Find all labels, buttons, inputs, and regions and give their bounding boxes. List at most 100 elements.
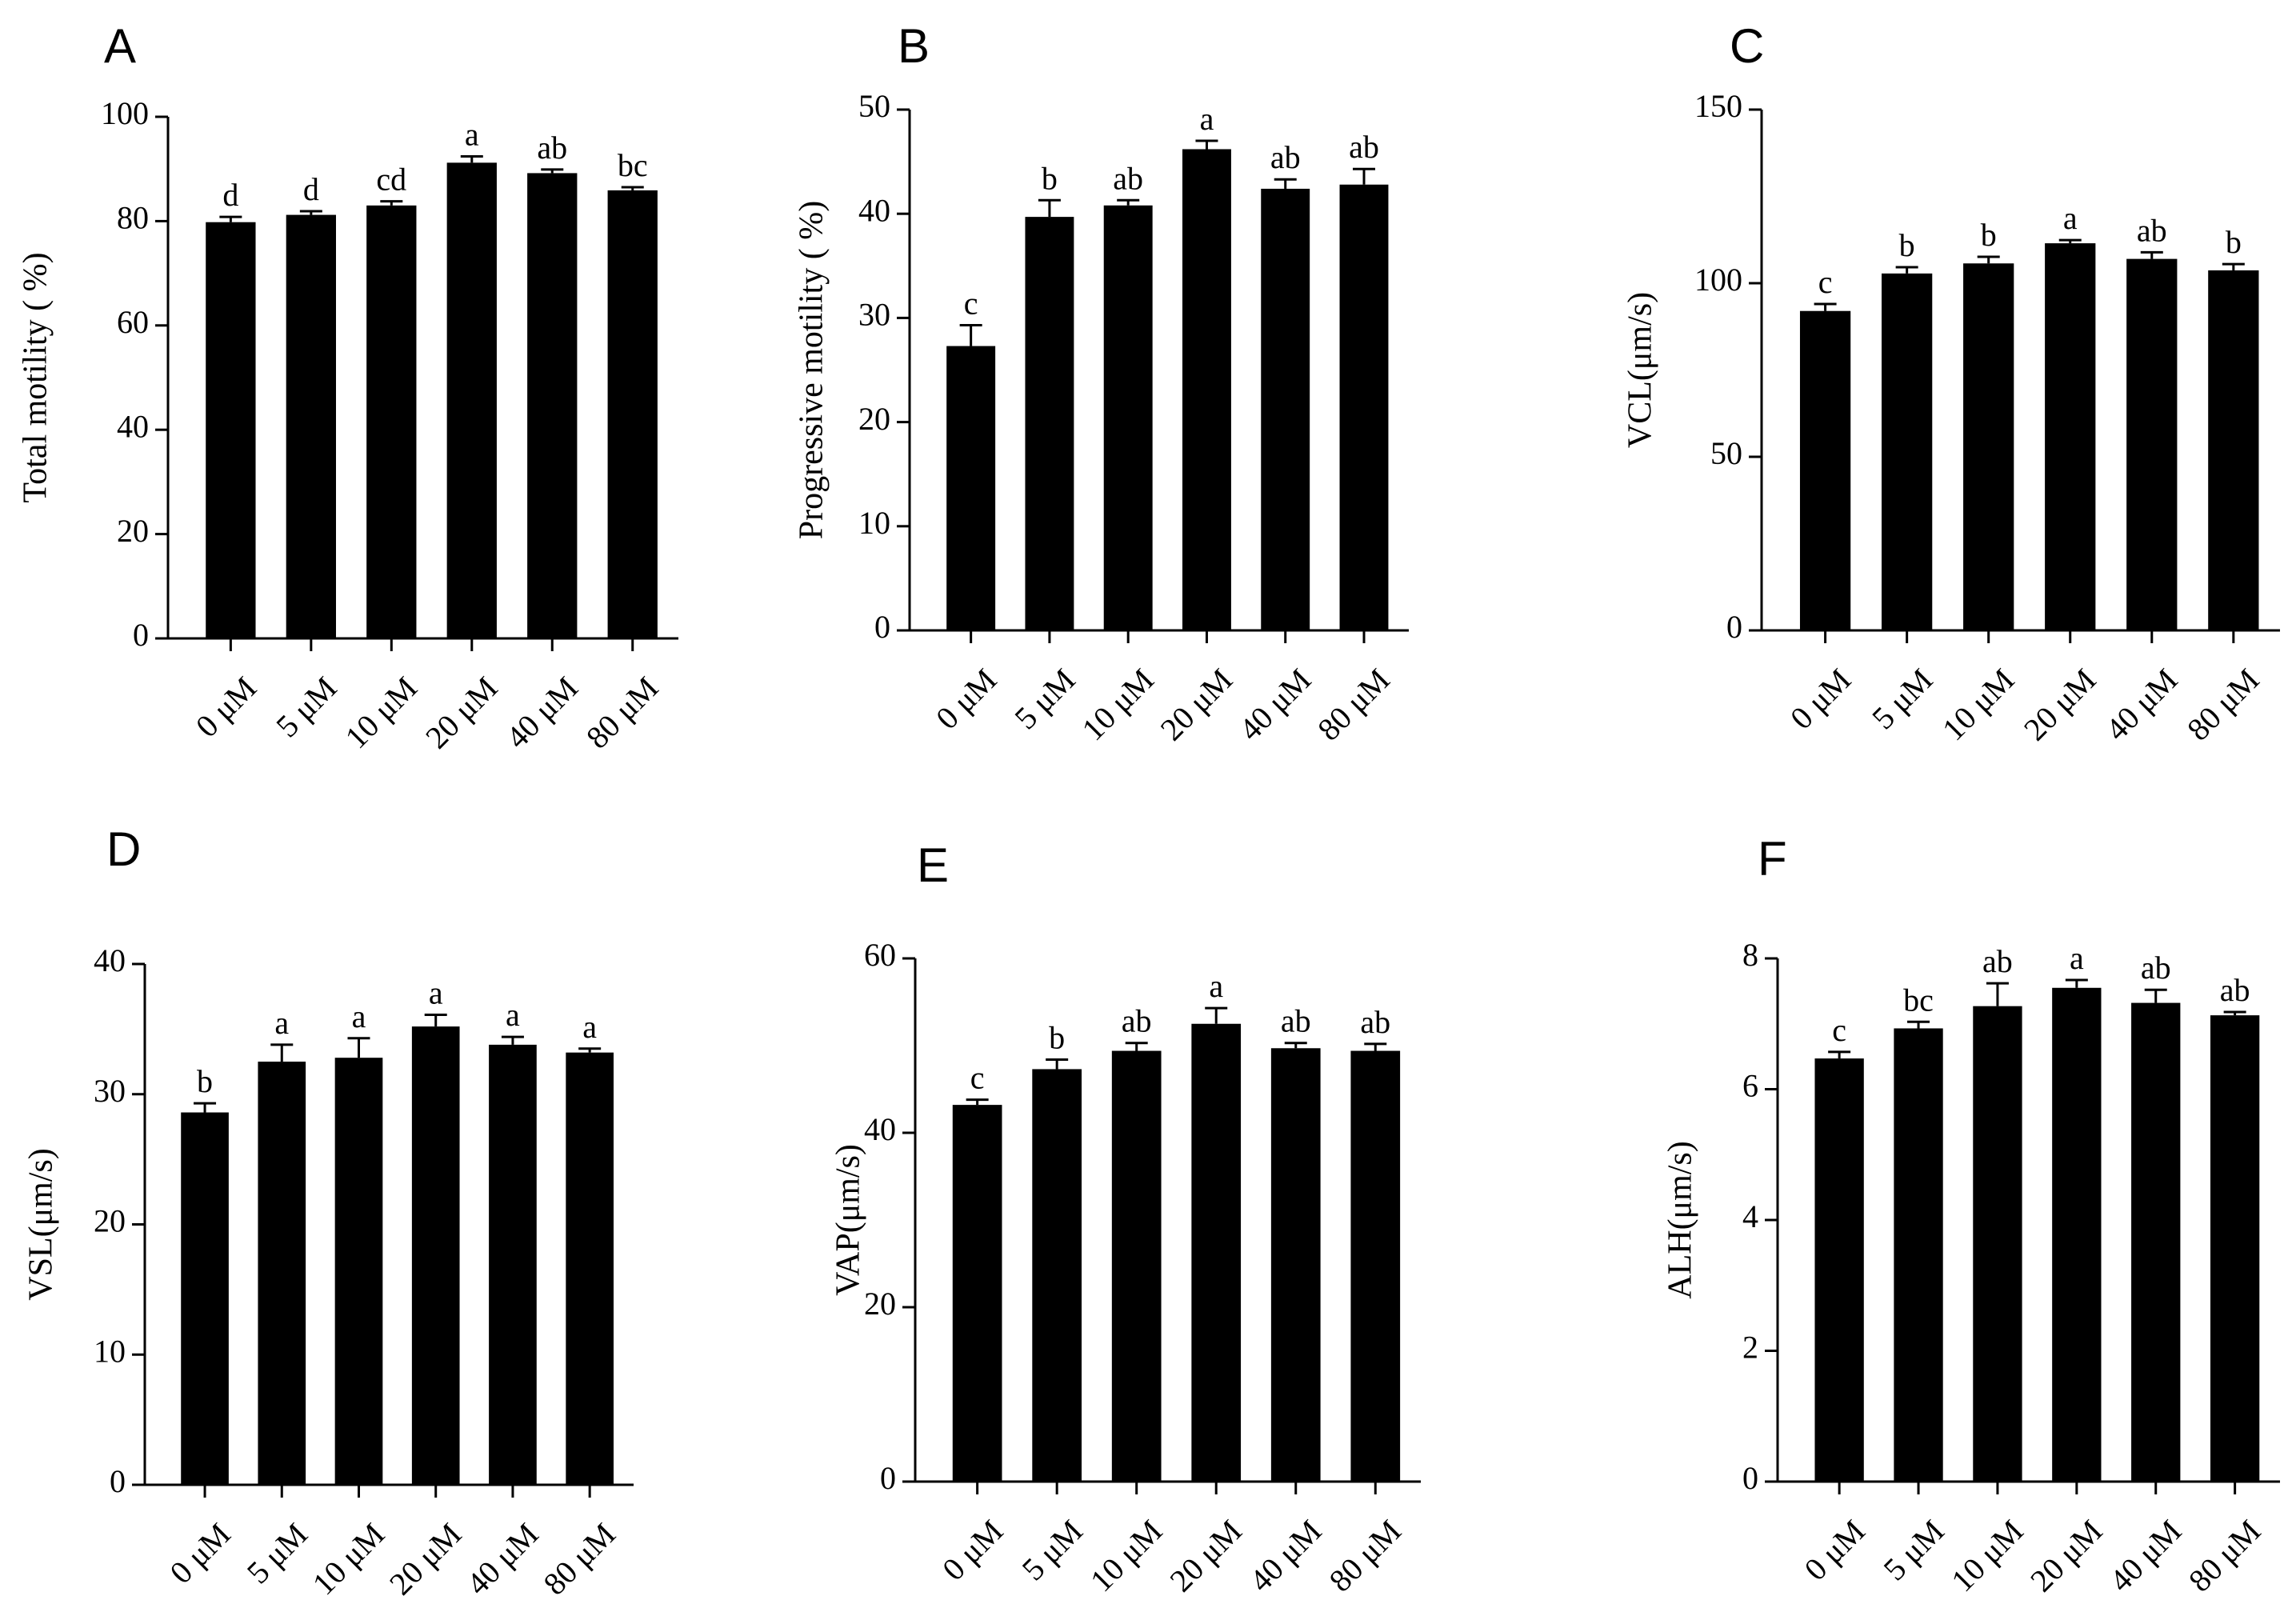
- bar: [527, 173, 578, 638]
- x-category-label: 40 μM: [2098, 662, 2184, 747]
- significance-label: b: [197, 1063, 213, 1099]
- bar: [1103, 205, 1153, 630]
- x-category-label: 0 μM: [189, 670, 263, 744]
- y-tick-label: 80: [117, 200, 149, 236]
- x-category-label: 40 μM: [1232, 662, 1318, 747]
- x-category-label: 80 μM: [536, 1516, 622, 1602]
- x-category-label: 10 μM: [1944, 1513, 2030, 1598]
- y-tick-label: 0: [110, 1463, 126, 1499]
- bar: [1799, 310, 1851, 630]
- panel-letter: C: [1730, 19, 1764, 73]
- significance-label: a: [582, 1009, 597, 1045]
- bar: [181, 1112, 229, 1485]
- y-tick-label: 8: [1742, 937, 1758, 973]
- chart-panel-c: C 0 50 100 150 VCL(μm/s) c 0 μM b 5 μM b 10 μM a 20 μ…: [1622, 19, 2280, 747]
- y-tick-label: 60: [864, 937, 896, 973]
- bar: [1882, 273, 1933, 630]
- bar: [2210, 1015, 2260, 1482]
- significance-label: bc: [1903, 982, 1934, 1018]
- significance-label: ab: [2137, 212, 2167, 248]
- significance-label: ab: [1270, 139, 1301, 175]
- x-category-label: 20 μM: [382, 1516, 468, 1602]
- bar: [2208, 270, 2259, 630]
- y-tick-label: 10: [94, 1333, 126, 1369]
- significance-label: a: [2070, 940, 2084, 976]
- significance-label: c: [1832, 1012, 1846, 1048]
- y-tick-label: 2: [1742, 1330, 1758, 1366]
- bar: [1339, 184, 1389, 630]
- bar: [952, 1105, 1002, 1482]
- significance-label: a: [352, 998, 366, 1034]
- chart-panel-e: E 0 20 40 60 VAP(μm/s) c 0 μM b 5 μM ab 10 μM a 20 μM…: [830, 838, 1421, 1598]
- significance-label: c: [964, 286, 978, 322]
- significance-label: a: [1200, 101, 1214, 137]
- bar: [334, 1058, 383, 1485]
- chart-panel-f: F 0 2 4 6 8 ALH(μm/s) c 0 μM bc 5 μM ab 10 μM a 20 μM a…: [1662, 832, 2280, 1598]
- y-axis-title: Total motility ( %): [18, 252, 54, 502]
- x-category-label: 5 μM: [1876, 1513, 1950, 1587]
- y-tick-label: 0: [880, 1460, 896, 1496]
- y-tick-label: 150: [1694, 88, 1742, 124]
- bar: [2045, 243, 2096, 630]
- bar: [1814, 1058, 1864, 1482]
- significance-label: a: [274, 1005, 289, 1041]
- y-tick-label: 20: [94, 1203, 126, 1239]
- y-tick-label: 0: [1742, 1460, 1758, 1496]
- x-category-label: 20 μM: [1154, 662, 1239, 747]
- significance-label: d: [222, 177, 238, 213]
- chart-panel-b: B 0 10 20 30 40 50 Progressive motility ( %) c 0 …: [794, 19, 1409, 747]
- bar: [607, 190, 658, 638]
- panel-letter: B: [898, 19, 930, 73]
- x-category-label: 10 μM: [1074, 662, 1160, 747]
- x-category-label: 0 μM: [1783, 662, 1858, 736]
- x-category-label: 20 μM: [418, 670, 504, 755]
- y-tick-label: 60: [117, 304, 149, 340]
- bar: [366, 205, 417, 639]
- x-category-label: 80 μM: [579, 670, 665, 755]
- bar: [258, 1062, 306, 1485]
- significance-label: a: [1209, 968, 1223, 1004]
- x-category-label: 40 μM: [2102, 1513, 2188, 1598]
- significance-label: a: [2063, 200, 2078, 236]
- bar: [1032, 1069, 1082, 1482]
- x-category-label: 5 μM: [1007, 662, 1082, 736]
- bar: [2126, 258, 2178, 630]
- y-tick-label: 40: [94, 942, 126, 978]
- bar: [1350, 1050, 1401, 1482]
- x-category-label: 80 μM: [1310, 662, 1396, 747]
- x-category-label: 10 μM: [338, 670, 424, 755]
- y-tick-label: 6: [1742, 1068, 1758, 1104]
- y-axis-title: VAP(μm/s): [830, 1144, 867, 1296]
- y-tick-label: 0: [1726, 609, 1742, 645]
- significance-label: d: [303, 171, 319, 207]
- bar: [1261, 188, 1310, 630]
- y-tick-label: 100: [1694, 262, 1742, 298]
- significance-label: c: [1818, 264, 1833, 300]
- x-category-label: 80 μM: [2180, 662, 2266, 747]
- bar: [286, 214, 336, 638]
- y-tick-label: 20: [117, 513, 149, 549]
- x-category-label: 5 μM: [240, 1516, 314, 1590]
- y-tick-label: 100: [101, 95, 149, 131]
- x-category-label: 20 μM: [2023, 1513, 2109, 1598]
- y-tick-label: 30: [858, 297, 890, 333]
- significance-label: ab: [1122, 1003, 1152, 1039]
- bar: [1191, 1023, 1242, 1482]
- bar: [2052, 987, 2102, 1482]
- chart-panel-a: A 0 20 40 60 80 100 Total motility ( %) d 0 μM d 5 …: [18, 19, 678, 755]
- significance-label: bc: [618, 147, 648, 183]
- x-category-label: 0 μM: [935, 1513, 1010, 1587]
- significance-label: ab: [1360, 1004, 1390, 1040]
- significance-label: c: [970, 1060, 985, 1096]
- panel-letter: D: [106, 822, 141, 876]
- x-category-label: 10 μM: [306, 1516, 391, 1602]
- y-tick-label: 0: [133, 617, 149, 653]
- y-tick-label: 40: [858, 192, 890, 228]
- x-category-label: 0 μM: [1798, 1513, 1872, 1587]
- significance-label: b: [1049, 1019, 1065, 1055]
- y-tick-label: 50: [858, 88, 890, 124]
- bar: [2131, 1002, 2181, 1482]
- x-category-label: 20 μM: [2017, 662, 2102, 747]
- bar: [1963, 263, 2014, 630]
